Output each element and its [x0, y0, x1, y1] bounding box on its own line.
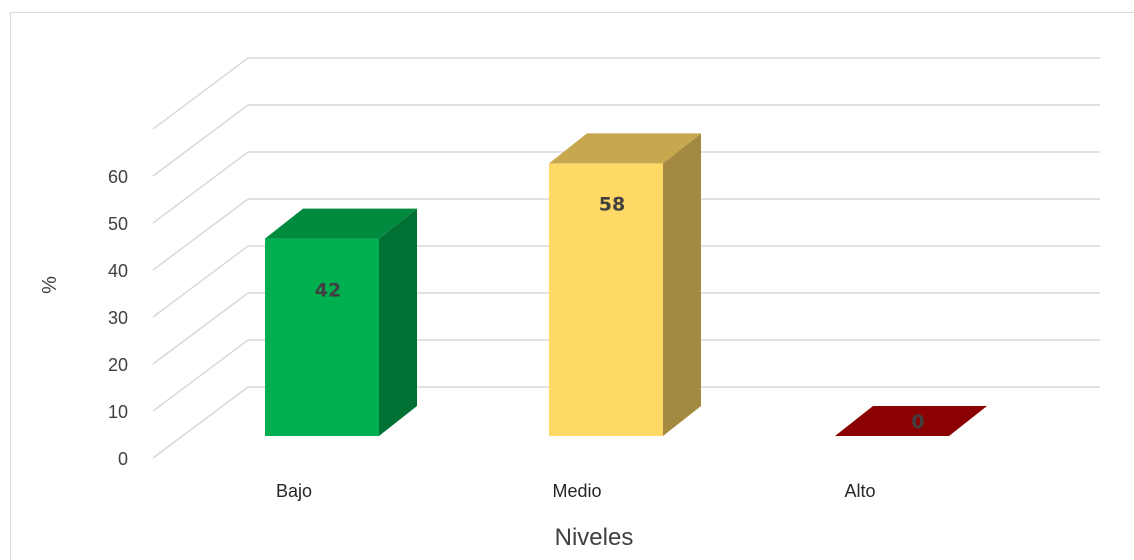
bar-medio — [549, 133, 701, 436]
y-tick-label: 40 — [108, 261, 128, 281]
y-axis-title: % — [39, 276, 61, 294]
bars: 42 58 0 — [265, 133, 987, 436]
bar-top-face — [835, 406, 987, 436]
y-tick-label: 50 — [108, 214, 128, 234]
x-category-label: Medio — [552, 481, 601, 501]
bar-front-face — [265, 238, 379, 436]
y-tick-label: 10 — [108, 402, 128, 422]
y-tick-label: 60 — [108, 167, 128, 187]
bar-side-face — [379, 208, 417, 436]
gridline-diagonal — [152, 386, 249, 459]
gridline-diagonal — [152, 292, 249, 365]
x-axis-title: Niveles — [555, 524, 634, 551]
data-label: 42 — [315, 280, 341, 302]
bar-alto — [835, 406, 987, 436]
chart-frame — [10, 12, 1134, 560]
gridline-diagonal — [152, 245, 249, 318]
gridline-diagonal — [152, 57, 249, 130]
gridline-diagonal — [152, 339, 249, 412]
y-tick-label: 30 — [108, 308, 128, 328]
data-label: 58 — [599, 193, 625, 215]
y-tick-label: 0 — [118, 449, 128, 469]
x-axis-categories: Bajo Medio Alto — [276, 481, 876, 501]
gridline-diagonal — [152, 151, 249, 224]
x-category-label: Alto — [844, 481, 875, 501]
bar-front-face — [549, 163, 663, 436]
y-axis-ticks: 0 10 20 30 40 50 60 — [108, 167, 128, 469]
y-tick-label: 20 — [108, 355, 128, 375]
gridline-diagonal — [152, 104, 249, 177]
bar-top-face — [265, 208, 417, 239]
x-category-label: Bajo — [276, 481, 312, 501]
gridline-diagonal — [152, 198, 249, 271]
bar-bajo — [265, 208, 417, 436]
data-label: 0 — [911, 411, 924, 433]
bar-top-face — [549, 133, 701, 164]
bar-side-face — [663, 133, 701, 436]
